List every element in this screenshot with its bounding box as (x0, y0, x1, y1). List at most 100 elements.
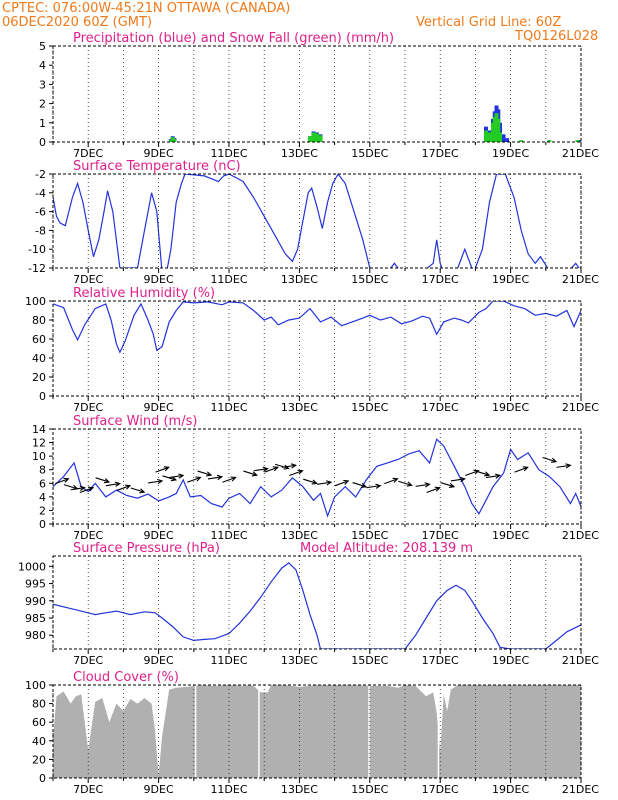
y-tick-label: 4 (39, 491, 46, 504)
y-tick-label: 990 (25, 595, 46, 608)
wind-vector-head (283, 464, 290, 470)
wind-vector-head (326, 480, 333, 486)
x-tick-label: 17DEC (422, 273, 459, 286)
wind-vector (450, 478, 465, 482)
x-tick-label: 11DEC (210, 401, 247, 414)
x-tick-label: 7DEC (73, 273, 103, 286)
precip-bar (575, 140, 580, 142)
wind-vector (317, 481, 332, 485)
wind-vector (485, 474, 501, 479)
wind-vector-head (522, 466, 529, 472)
header-run-date: 06DEC2020 60Z (GMT) (2, 15, 153, 30)
wind-vector (352, 482, 367, 488)
data-layer (53, 438, 581, 518)
y-tick-label: 3 (39, 78, 46, 91)
y-tick-label: 80 (32, 698, 46, 711)
precip-bar (318, 135, 323, 142)
y-tick-label: 1000 (18, 560, 46, 573)
x-tick-label: 21DEC (562, 147, 599, 160)
series-line (53, 562, 581, 649)
y-tick-label: 8 (39, 464, 46, 477)
wind-vector-head (392, 477, 399, 483)
wind-vector (63, 484, 78, 490)
wind-vector (79, 487, 94, 493)
wind-vector (514, 466, 528, 473)
wind-vector-head (87, 486, 95, 492)
x-tick-label: 7DEC (73, 401, 103, 414)
wind-vector-head (170, 476, 178, 482)
y-tick-label: -8 (35, 224, 46, 237)
x-tick-label: 7DEC (73, 529, 103, 542)
x-tick-label: 13DEC (281, 401, 318, 414)
x-tick-label: 19DEC (492, 401, 529, 414)
wind-vector (264, 466, 279, 473)
panel-title: Precipitation (blue) and Snow Fall (gree… (73, 31, 394, 46)
wind-vector-head (343, 479, 350, 485)
x-tick-label: 19DEC (492, 273, 529, 286)
wind-vector-head (63, 477, 70, 483)
precip-bar (501, 134, 506, 142)
wind-vector (398, 480, 412, 486)
y-tick-label: 40 (32, 352, 46, 365)
header-grid-note: Vertical Grid Line: 60Z (416, 15, 562, 30)
precip-bar (172, 139, 177, 142)
wind-vector-head (195, 476, 202, 482)
wind-vector-head (360, 482, 368, 489)
x-tick-label: 9DEC (144, 783, 174, 796)
x-tick-label: 13DEC (281, 273, 318, 286)
y-tick-label: 980 (25, 629, 46, 642)
wind-vector (426, 487, 440, 493)
wind-vector-head (272, 466, 280, 472)
precip-bar (579, 140, 581, 142)
y-tick-label: 80 (32, 314, 46, 327)
y-tick-label: 10 (32, 450, 46, 463)
plot-frame (52, 684, 582, 779)
x-tick-label: 19DEC (492, 529, 529, 542)
plot-frame (52, 173, 582, 269)
x-tick-label: 13DEC (281, 783, 318, 796)
y-tick-label: -12 (28, 262, 46, 275)
x-tick-label: 15DEC (351, 654, 388, 667)
y-tick-label: -10 (28, 243, 46, 256)
series-line (53, 174, 580, 268)
wind-vector-head (290, 463, 298, 469)
panel-1: Precipitation (blue) and Snow Fall (gree… (39, 31, 599, 160)
panel-title: Surface Pressure (hPa) (73, 541, 220, 556)
wind-vector-head (448, 482, 456, 489)
y-tick-label: 20 (32, 371, 46, 384)
data-layer (168, 105, 581, 142)
wind-vector (281, 464, 296, 468)
wind-vector-head (484, 471, 491, 477)
precip-bar (519, 140, 524, 142)
wind-vector (222, 476, 236, 483)
wind-vector-head (230, 476, 237, 482)
x-tick-label: 11DEC (210, 783, 247, 796)
x-tick-label: 13DEC (281, 654, 318, 667)
y-tick-label: 14 (32, 423, 46, 436)
x-tick-label: 11DEC (210, 529, 247, 542)
x-tick-label: 21DEC (562, 654, 599, 667)
x-tick-label: 7DEC (73, 654, 103, 667)
y-tick-label: -2 (35, 168, 46, 181)
y-tick-label: 985 (25, 612, 46, 625)
x-tick-label: 19DEC (492, 654, 529, 667)
plot-frame (52, 555, 582, 650)
wind-vector (95, 477, 110, 483)
precip-bar (483, 130, 488, 142)
x-tick-label: 17DEC (422, 654, 459, 667)
x-tick-label: 13DEC (281, 147, 318, 160)
x-tick-label: 15DEC (351, 147, 388, 160)
x-tick-label: 17DEC (422, 147, 459, 160)
y-tick-label: -6 (35, 206, 46, 219)
x-tick-label: 19DEC (492, 147, 529, 160)
wind-vector (55, 478, 69, 485)
wind-vector (440, 482, 455, 488)
wind-vector-head (311, 479, 318, 485)
y-tick-label: 6 (39, 477, 46, 490)
x-tick-label: 21DEC (562, 401, 599, 414)
x-tick-label: 9DEC (144, 273, 174, 286)
wind-vector-head (157, 478, 164, 485)
panel-5: Surface Pressure (hPa) Model Altitude: 20… (18, 541, 599, 667)
x-tick-label: 21DEC (562, 529, 599, 542)
